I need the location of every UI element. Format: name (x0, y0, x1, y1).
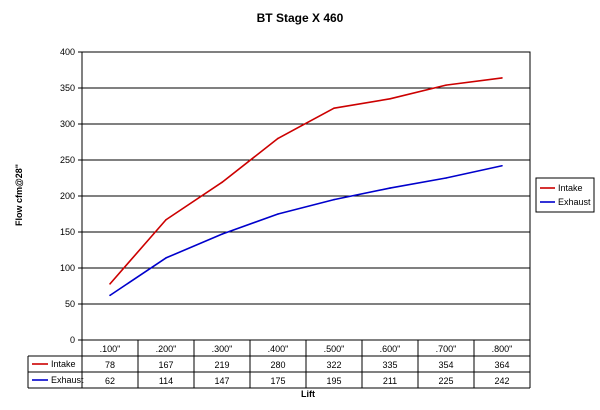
x-axis-label: Lift (301, 389, 315, 399)
data-point-exhaust-7 (501, 164, 503, 167)
y-tick-label-350: 350 (60, 83, 75, 93)
x-tick-label-4: .500" (324, 344, 345, 354)
data-point-intake-1 (165, 218, 167, 221)
y-tick-label-0: 0 (70, 335, 75, 345)
data-label-exhaust-2: 147 (214, 376, 229, 386)
y-tick-label-250: 250 (60, 155, 75, 165)
data-label-intake-7: 364 (494, 360, 509, 370)
legend-entry-intake: Intake (558, 183, 583, 193)
data-table: .100" .200" .300" .400" .500" .600" .700" .800"… (27, 339, 531, 389)
x-tick-label-6: .700" (436, 344, 457, 354)
data-point-exhaust-5 (389, 187, 391, 189)
data-label-exhaust-1: 114 (159, 376, 173, 386)
x-tick-label-1: .200" (156, 344, 177, 354)
y-tick-label-400: 400 (60, 47, 75, 57)
y-tick-label-100: 100 (60, 263, 75, 273)
x-tick-label-3: .400" (268, 344, 289, 354)
data-point-intake-7 (501, 77, 503, 79)
legend-box (535, 177, 595, 213)
legend: Intake Exhaust (535, 177, 595, 213)
x-tick-label-0: .100" (100, 344, 121, 354)
table-series-label-exhaust: Exhaust (51, 375, 84, 385)
data-label-intake-4: 322 (326, 360, 341, 370)
data-label-intake-6: 354 (438, 360, 453, 370)
x-tick-label-7: .800" (492, 344, 513, 354)
data-label-intake-1: 167 (158, 360, 173, 370)
x-tick-label-2: .300" (212, 344, 233, 354)
legend-entry-exhaust: Exhaust (558, 197, 591, 207)
data-label-intake-2: 219 (214, 360, 229, 370)
chart-title: BT Stage X 460 (257, 11, 344, 25)
data-point-exhaust-6 (445, 177, 447, 179)
data-label-exhaust-0: 62 (105, 376, 115, 386)
x-tick-label-5: .600" (380, 344, 401, 354)
data-label-exhaust-4: 195 (326, 376, 341, 386)
data-point-intake-5 (389, 98, 391, 100)
plot-area: 0 50 100 150 200 250 300 350 400 (60, 47, 531, 345)
data-label-exhaust-6: 225 (438, 376, 453, 386)
y-tick-label-150: 150 (60, 227, 75, 237)
data-point-exhaust-4 (333, 198, 335, 201)
data-label-exhaust-7: 242 (494, 376, 509, 386)
table-series-label-intake: Intake (51, 359, 76, 369)
data-label-intake-3: 280 (270, 360, 285, 370)
data-point-intake-6 (445, 84, 447, 86)
data-point-exhaust-3 (277, 213, 279, 215)
y-tick-label-200: 200 (60, 191, 75, 201)
data-label-intake-0: 78 (105, 360, 115, 370)
data-point-exhaust-2 (221, 233, 223, 235)
data-label-exhaust-5: 211 (383, 376, 397, 386)
series-line-exhaust (109, 164, 503, 297)
y-axis-label: Flow cfm@28" (14, 164, 24, 226)
data-point-intake-3 (277, 137, 279, 140)
data-label-exhaust-3: 175 (270, 376, 285, 386)
y-tick-label-300: 300 (60, 119, 75, 129)
data-label-intake-5: 335 (382, 360, 397, 370)
y-tick-label-50: 50 (65, 299, 75, 309)
data-point-intake-4 (333, 107, 335, 109)
data-point-exhaust-1 (165, 257, 167, 259)
series-line-intake (109, 77, 503, 285)
data-point-intake-0 (109, 283, 111, 285)
data-point-exhaust-0 (109, 294, 111, 297)
data-point-intake-2 (221, 181, 223, 184)
